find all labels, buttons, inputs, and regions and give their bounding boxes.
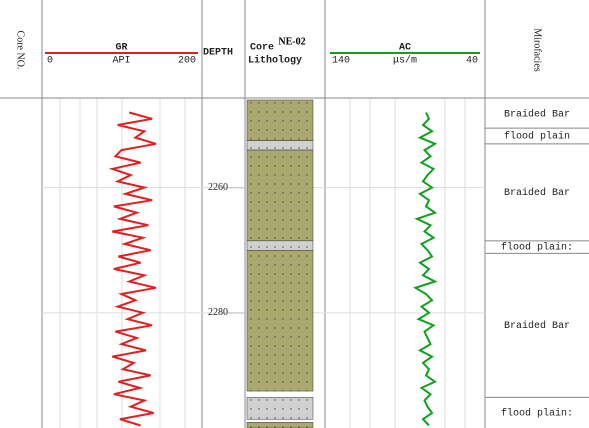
facies-label: Braided Bar xyxy=(504,320,570,332)
depth-header: DEPTH xyxy=(203,48,233,59)
depth-label: 2260 xyxy=(208,182,228,193)
facies-label: Braided Bar xyxy=(504,187,570,199)
lithology-pattern xyxy=(247,250,313,391)
lithology-pattern xyxy=(247,241,313,250)
lithology-pattern xyxy=(247,141,313,150)
track-name: GR xyxy=(115,43,127,54)
x-tick-label: 0 xyxy=(47,56,53,67)
well-log: Core NO. DEPTH Core Lithology Mirofacies… xyxy=(0,0,589,428)
depth-label: 2280 xyxy=(208,307,228,318)
lithology-header: Lithology xyxy=(248,55,302,67)
facies-label: Braided Bar xyxy=(504,109,570,121)
lithology-header: Core xyxy=(250,43,274,54)
track-unit: API xyxy=(112,56,130,67)
track-unit: μs/m xyxy=(393,55,417,67)
lithology-pattern xyxy=(247,150,313,241)
x-tick-label: 40 xyxy=(466,56,478,67)
lithology-pattern xyxy=(247,100,313,141)
x-tick-label: 140 xyxy=(332,56,350,67)
track-name: AC xyxy=(399,43,411,54)
lithology-pattern xyxy=(247,422,313,428)
facies-header: Mirofacies xyxy=(532,28,543,71)
chart-title: NE-02 xyxy=(278,36,305,47)
core-header: Core NO. xyxy=(15,31,26,70)
lithology-pattern xyxy=(247,397,313,419)
facies-label: flood plain: xyxy=(501,242,573,254)
facies-label: flood plain: xyxy=(501,407,573,419)
facies-label: flood plain xyxy=(504,131,570,143)
x-tick-label: 200 xyxy=(178,56,196,67)
